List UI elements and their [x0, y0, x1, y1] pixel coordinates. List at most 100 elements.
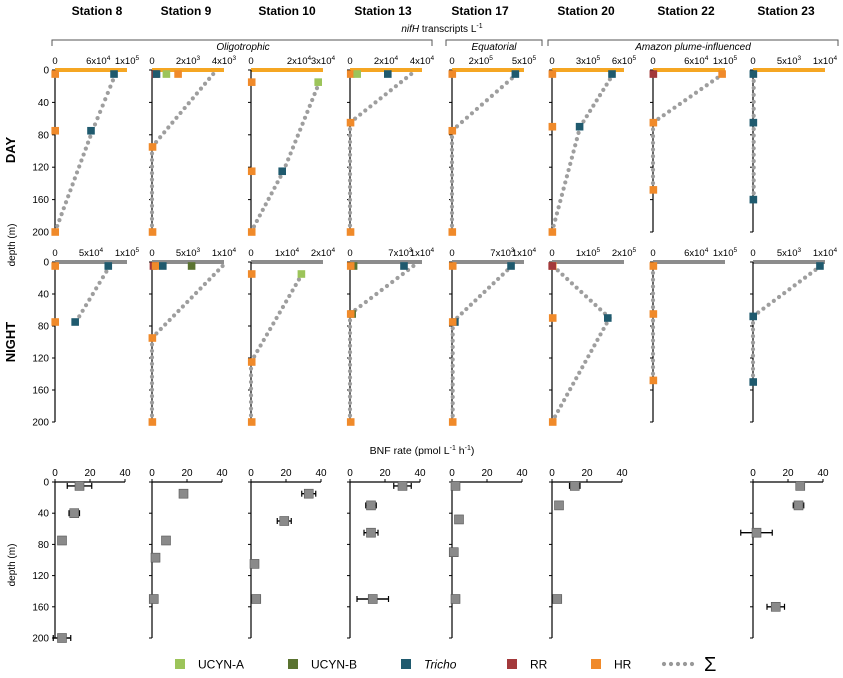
legend-label: UCYN-B — [311, 658, 357, 672]
sum-dot — [149, 387, 155, 392]
point-rr — [548, 262, 556, 270]
sum-dot — [347, 318, 353, 323]
bnf-point — [148, 594, 159, 604]
depth-axis-label-bnf: depth (m) — [7, 544, 18, 587]
sum-dot — [251, 224, 257, 229]
x-tick-label: 2x104 — [311, 247, 336, 259]
x-tick-label: 0 — [347, 56, 352, 67]
sum-dot — [347, 165, 353, 170]
legend-sum-dots — [675, 661, 681, 667]
bnf-point — [552, 594, 563, 604]
point-hr — [247, 228, 256, 236]
sum-dot — [751, 139, 756, 144]
x-tick-label: 0 — [248, 56, 253, 67]
sum-dot — [80, 308, 85, 313]
sum-dot — [598, 332, 603, 337]
sum-dot — [87, 297, 92, 302]
sum-dot — [584, 114, 589, 119]
sum-dot — [269, 191, 274, 196]
sum-dot — [105, 90, 110, 96]
x-tick-label: 0 — [750, 56, 755, 67]
bnf-panel: 0 20 40 — [248, 468, 327, 639]
sum-dot — [489, 93, 494, 98]
sum-dot — [74, 170, 80, 175]
sum-dot — [149, 394, 155, 399]
x-tick-label: 0 — [149, 248, 154, 259]
sum-dot — [771, 298, 776, 303]
surface-bar — [552, 68, 624, 72]
sum-dot — [149, 400, 155, 405]
x-tick-label: 2x103 — [176, 55, 201, 67]
sum-dot — [280, 304, 286, 310]
sum-dot — [257, 213, 262, 218]
depth-tick-label: 200 — [32, 228, 49, 239]
day-label: DAY — [3, 137, 18, 164]
sum-dot — [180, 304, 185, 309]
row-labels: DAY NIGHT depth (m) depth (m) — [3, 137, 18, 587]
point-hr — [548, 122, 557, 131]
sum-dot — [286, 157, 291, 162]
bnf-point — [554, 500, 564, 511]
sum-dot — [450, 357, 455, 362]
region-bracket — [445, 39, 543, 46]
sum-dot — [650, 305, 656, 310]
sum-dot — [174, 115, 179, 120]
panel-night: 0 1x105 2x105 — [548, 247, 636, 426]
sum-dot — [411, 263, 416, 269]
sum-dot — [149, 348, 155, 354]
sum-dot — [167, 317, 172, 323]
sum-dot — [170, 120, 175, 125]
point-tricho — [749, 70, 758, 78]
panel-day: 0 2x104 3x104 — [247, 55, 335, 236]
sum-dot — [100, 103, 105, 108]
sum-dot — [149, 184, 155, 189]
sum-dot — [586, 354, 591, 359]
sum-dot — [393, 84, 398, 89]
sum-dot — [378, 96, 383, 101]
bnf-x-tick-label: 0 — [149, 468, 155, 479]
sum-dot — [650, 154, 656, 159]
point-hr — [548, 70, 557, 78]
sum-dot — [450, 363, 455, 368]
surface-bar — [251, 260, 323, 264]
sum-dot — [751, 106, 756, 111]
sum-dot — [149, 342, 155, 347]
sum-dot — [450, 407, 455, 412]
sum-dot — [650, 133, 656, 139]
sum-dot — [559, 192, 565, 197]
sum-dot — [283, 163, 288, 168]
sum-dot — [797, 279, 802, 284]
sum-dot — [347, 172, 353, 177]
sum-dot — [248, 373, 254, 378]
sum-dot — [358, 112, 363, 117]
sum-dot — [298, 127, 303, 132]
station-title: Station 23 — [757, 4, 815, 18]
bnf-x-tick-label: 0 — [750, 468, 756, 479]
station-title: Station 10 — [258, 4, 316, 18]
sum-dot — [751, 178, 756, 183]
depth-tick-label: 40 — [38, 98, 50, 109]
sum-dot — [347, 356, 353, 361]
legend-label: HR — [614, 658, 632, 672]
sum-dot — [598, 307, 603, 312]
sum-dot — [347, 139, 353, 145]
x-tick-label: 0 — [549, 56, 554, 67]
sum-dot — [300, 121, 305, 126]
x-tick-label: 1x104 — [212, 247, 237, 259]
bnf-x-tick-label: 20 — [481, 468, 493, 479]
sum-dot — [449, 198, 455, 203]
sum-dot — [275, 180, 280, 185]
bnf-point — [569, 481, 580, 491]
sum-dot — [565, 392, 570, 397]
sum-dot — [563, 180, 568, 185]
surface-bar — [452, 68, 524, 72]
bnf-panel: 0 20 40 0 40 80 120 160 200 — [32, 468, 131, 645]
sum-dot — [751, 165, 756, 170]
bnf-point — [450, 481, 461, 491]
sum-dot — [588, 298, 593, 303]
sum-dot — [398, 80, 404, 85]
sum-dot — [650, 338, 656, 343]
sum-dot — [149, 361, 155, 366]
depth-tick-label: 160 — [32, 386, 49, 397]
sum-dot — [55, 223, 60, 229]
